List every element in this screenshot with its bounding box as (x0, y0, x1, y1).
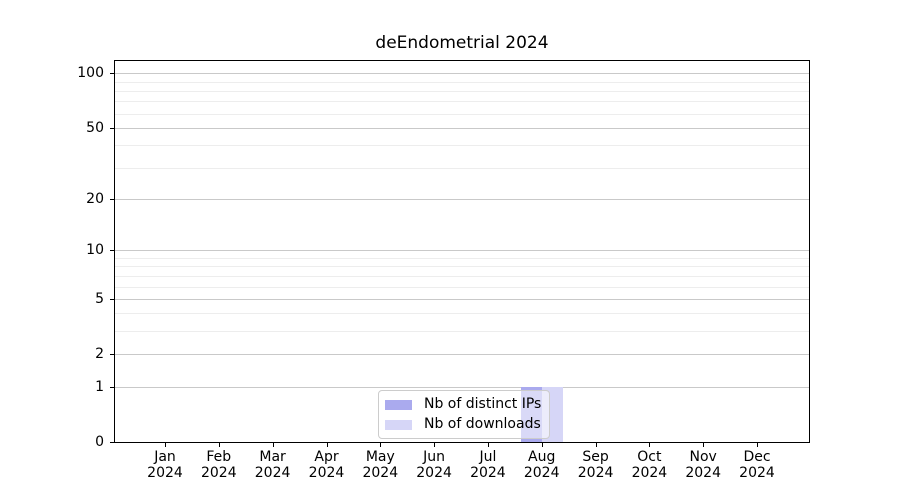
x-axis-tick (434, 443, 436, 447)
x-axis-tick (757, 443, 758, 447)
x-tick-label: Sep 2024 (564, 449, 628, 481)
y-tick-label: 10 (86, 242, 104, 259)
y-tick-label: 0 (95, 434, 104, 450)
y-axis-tick (110, 198, 114, 200)
year-label: 2024 (685, 464, 721, 481)
chart-title: deEndometrial 2024 (375, 33, 549, 53)
minor-gridline (115, 81, 809, 83)
y-axis-tick (110, 386, 114, 388)
x-axis-tick (165, 443, 166, 447)
y-tick-label: 5 (95, 290, 104, 307)
month-label: May (365, 449, 395, 465)
month-label: Apr (314, 449, 339, 465)
x-tick-label: Mar 2024 (241, 449, 305, 481)
minor-gridline (115, 101, 809, 103)
minor-gridline (115, 90, 809, 92)
x-axis-tick (541, 443, 543, 447)
minor-gridline (115, 113, 809, 115)
x-axis-tick (649, 443, 651, 447)
major-gridline (115, 298, 809, 300)
major-gridline (115, 354, 809, 356)
major-gridline (115, 386, 809, 388)
x-tick-label: May 2024 (348, 449, 412, 481)
month-label: Mar (259, 449, 286, 465)
minor-gridline (115, 313, 809, 315)
y-axis-tick (110, 127, 114, 129)
year-label: 2024 (147, 464, 183, 481)
y-tick-label: 50 (86, 119, 104, 136)
x-axis-tick (380, 443, 382, 447)
minor-gridline (115, 167, 809, 169)
x-axis-tick (272, 443, 274, 447)
y-axis-tick (110, 73, 114, 75)
year-label: 2024 (416, 464, 452, 481)
y-axis-tick (110, 354, 114, 356)
x-tick-label: Dec 2024 (725, 449, 789, 481)
plot-area: Nb of distinct IPs Nb of downloads (114, 60, 810, 443)
x-tick-label: Aug 2024 (510, 449, 574, 481)
x-axis-tick (326, 443, 328, 447)
x-axis-tick (595, 443, 597, 447)
x-tick-label: Jun 2024 (402, 449, 466, 481)
month-label: Jun (423, 449, 446, 465)
major-gridline (115, 250, 809, 252)
legend-label-downloads: Nb of downloads (424, 416, 541, 432)
major-gridline (115, 73, 809, 75)
x-tick-label: Feb 2024 (187, 449, 251, 481)
legend-swatch-downloads-icon (385, 419, 412, 430)
legend-label-distinct-ips: Nb of distinct IPs (424, 396, 542, 412)
month-label: Oct (637, 449, 662, 465)
year-label: 2024 (200, 464, 237, 481)
x-tick-label: Apr 2024 (295, 449, 359, 481)
month-label: Dec (743, 449, 771, 465)
x-tick-label: Jul 2024 (456, 449, 520, 481)
x-axis-tick (487, 443, 489, 447)
x-axis-tick (218, 443, 220, 447)
year-label: 2024 (577, 464, 614, 481)
minor-gridline (115, 266, 809, 268)
month-label: Jul (479, 449, 497, 465)
y-axis-tick (110, 298, 114, 300)
month-label: Sep (582, 449, 609, 465)
month-label: Jan (154, 449, 176, 465)
y-tick-label: 2 (95, 346, 104, 363)
x-tick-label: Jan 2024 (133, 449, 197, 481)
minor-gridline (115, 145, 809, 147)
x-tick-label: Nov 2024 (671, 449, 735, 481)
year-label: 2024 (254, 464, 291, 481)
year-label: 2024 (308, 464, 345, 481)
y-axis-tick (110, 442, 114, 443)
year-label: 2024 (470, 464, 506, 481)
month-label: Aug (528, 449, 556, 465)
y-axis-tick (110, 250, 114, 252)
year-label: 2024 (631, 464, 668, 481)
minor-gridline (115, 275, 809, 277)
y-tick-label: 20 (86, 190, 104, 207)
month-label: Feb (206, 449, 232, 465)
y-tick-label: 1 (95, 378, 104, 395)
legend-swatch-distinct-ips-icon (385, 399, 412, 410)
major-gridline (115, 198, 809, 200)
y-tick-label: 100 (77, 65, 104, 82)
year-label: 2024 (523, 464, 560, 481)
minor-gridline (115, 258, 809, 259)
x-tick-label: Oct 2024 (617, 449, 681, 481)
year-label: 2024 (362, 464, 399, 481)
legend: Nb of distinct IPs Nb of downloads (378, 390, 551, 439)
x-axis-tick (703, 443, 705, 447)
year-label: 2024 (739, 464, 775, 481)
legend-item-distinct-ips: Nb of distinct IPs (385, 396, 541, 413)
minor-gridline (115, 331, 809, 333)
minor-gridline (115, 286, 809, 288)
month-label: Nov (689, 449, 717, 465)
major-gridline (115, 127, 809, 129)
legend-item-downloads: Nb of downloads (385, 416, 541, 433)
